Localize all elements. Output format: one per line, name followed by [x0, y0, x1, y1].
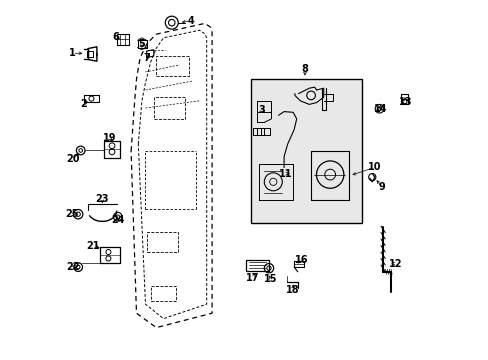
Text: 20: 20 — [67, 154, 80, 164]
Bar — [147, 232, 178, 252]
Text: 16: 16 — [294, 255, 307, 265]
Text: 1: 1 — [69, 48, 76, 58]
Text: 7: 7 — [143, 53, 150, 63]
Text: 19: 19 — [102, 132, 116, 143]
Text: 9: 9 — [378, 182, 385, 192]
Bar — [156, 56, 188, 76]
Text: 23: 23 — [95, 194, 109, 204]
Text: 21: 21 — [86, 240, 100, 251]
Text: 5: 5 — [138, 39, 145, 49]
Text: 8: 8 — [301, 64, 308, 74]
Text: 10: 10 — [367, 162, 381, 172]
Text: 24: 24 — [111, 215, 124, 225]
Text: 2: 2 — [80, 99, 86, 109]
Bar — [250, 79, 361, 223]
Text: 13: 13 — [398, 96, 412, 107]
Bar — [154, 97, 185, 119]
Text: 15: 15 — [263, 274, 277, 284]
Text: 18: 18 — [285, 285, 299, 295]
Text: 3: 3 — [258, 105, 264, 115]
Text: 17: 17 — [245, 273, 259, 283]
Text: 4: 4 — [187, 16, 194, 26]
Bar — [151, 286, 176, 301]
Text: 14: 14 — [373, 104, 386, 114]
Text: 11: 11 — [279, 168, 292, 179]
Text: 12: 12 — [388, 258, 402, 269]
Text: 25: 25 — [65, 209, 79, 219]
Text: 6: 6 — [112, 32, 119, 42]
Text: 22: 22 — [67, 262, 80, 272]
